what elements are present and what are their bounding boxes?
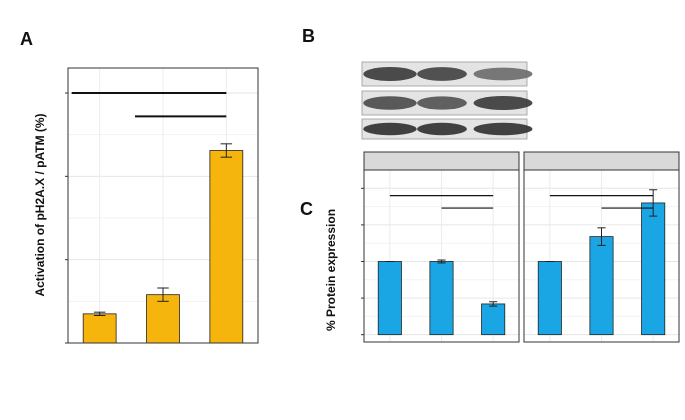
chart-c: % Protein expression [324, 151, 680, 343]
chart-c-p53-bar [641, 202, 666, 336]
western-blot [361, 61, 533, 140]
chart-a-ylabel: Activation of pH2A.X / pATM (%) [33, 113, 47, 296]
chart-c-53bp1-bar [377, 261, 402, 336]
chart-c-p53-bar [589, 236, 614, 336]
chart-c-53bp1-strip [363, 151, 520, 171]
blot-band [417, 67, 467, 81]
blot-band [473, 67, 533, 81]
chart-c-53bp1-bar [481, 303, 506, 336]
blot-band [417, 96, 467, 110]
blot-band [363, 96, 417, 110]
panel-letter-c: C [300, 199, 313, 219]
chart-c-53bp1-bar [429, 261, 454, 336]
chart-c-p53-frame [523, 169, 680, 343]
chart-a-bar [82, 313, 117, 344]
panel-letter-a: A [20, 29, 33, 49]
blot-band [473, 122, 533, 136]
blot-band [473, 96, 533, 110]
chart-a-bar [146, 294, 180, 344]
blot-band [363, 67, 417, 81]
chart-a-frame [67, 67, 259, 344]
chart-c-p53-bar [537, 261, 562, 336]
blot-band [363, 122, 417, 136]
blot-band [417, 122, 467, 136]
chart-c-ylabel: % Protein expression [324, 209, 338, 331]
chart-a-bar [209, 150, 244, 344]
chart-a: Activation of pH2A.X / pATM (%) [33, 67, 259, 344]
panel-letter-b: B [302, 26, 315, 46]
chart-c-53bp1-frame [363, 169, 520, 343]
chart-c-p53-strip [523, 151, 680, 171]
